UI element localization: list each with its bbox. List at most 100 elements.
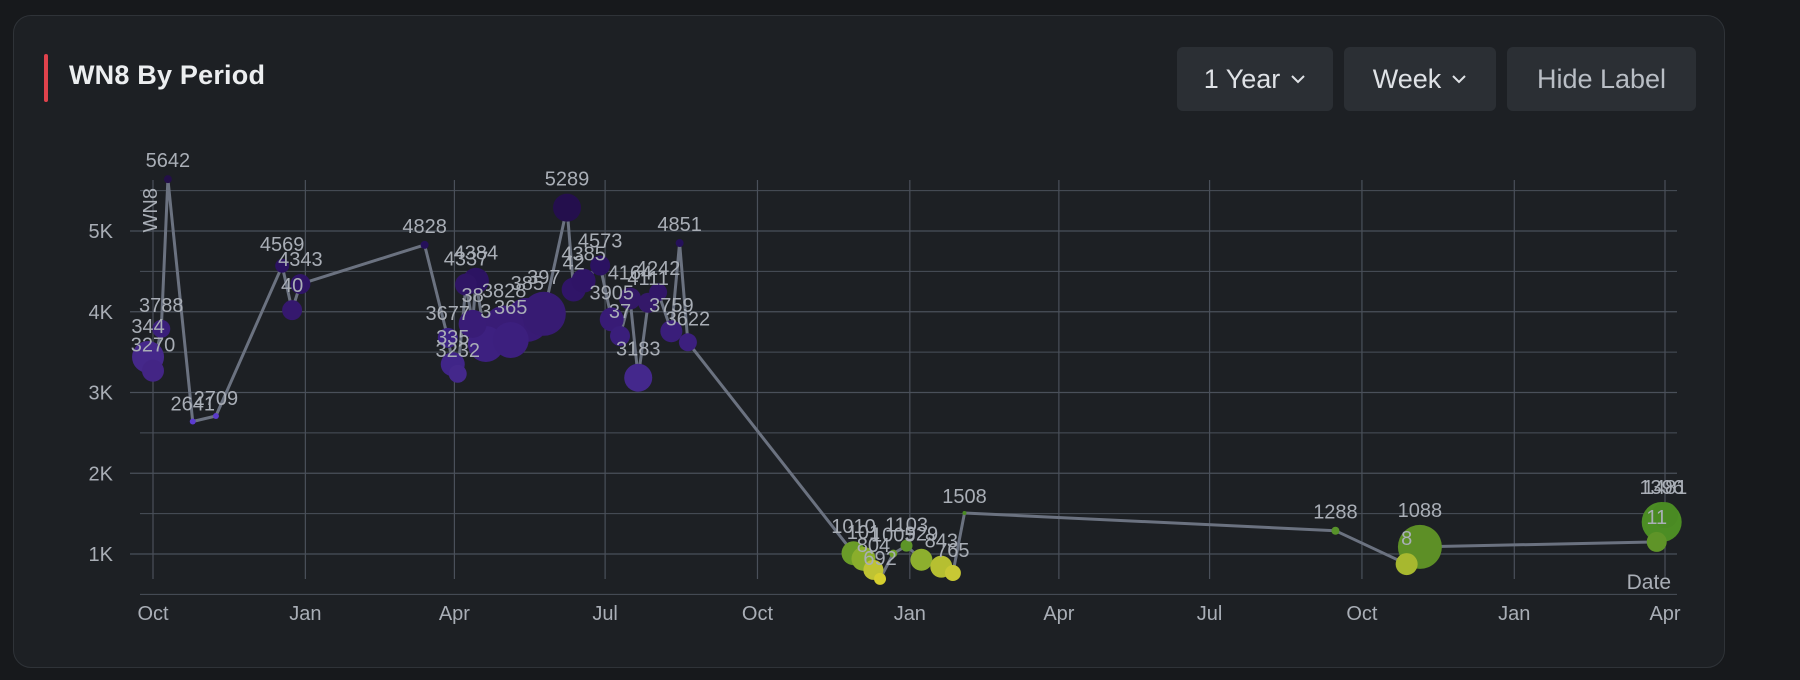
data-label: 1010 xyxy=(831,516,876,538)
title-accent-bar xyxy=(44,54,48,102)
data-point xyxy=(675,239,684,248)
hide-label-button-label: Hide Label xyxy=(1536,63,1667,94)
x-tick-label: Oct xyxy=(137,603,169,625)
data-point xyxy=(163,175,172,184)
data-point xyxy=(212,412,219,419)
x-tick-label: Jan xyxy=(289,603,321,625)
data-point xyxy=(1646,531,1667,552)
x-tick-label: Jan xyxy=(1498,603,1530,625)
x-tick-label: Apr xyxy=(1649,603,1680,625)
data-point xyxy=(290,274,311,295)
data-point xyxy=(275,258,290,273)
data-label: 1288 xyxy=(1313,502,1358,524)
data-label: 3759 xyxy=(649,295,694,317)
data-point xyxy=(492,322,529,359)
data-label: 37 xyxy=(609,301,631,323)
hide-label-button[interactable]: Hide Label xyxy=(1507,47,1696,111)
data-label: 3622 xyxy=(666,308,711,330)
period-dropdown-label: 1 Year xyxy=(1203,63,1281,94)
data-label: 3905 xyxy=(589,282,634,304)
interval-dropdown[interactable]: Week xyxy=(1344,47,1496,111)
data-label: 8 xyxy=(1401,528,1412,550)
data-point xyxy=(599,307,624,332)
chevron-down-icon xyxy=(1291,75,1306,84)
data-label: 3828 xyxy=(482,281,527,303)
data-label: 397 xyxy=(527,267,560,289)
data-label: 843 xyxy=(925,531,958,553)
data-label: 4384 xyxy=(454,243,499,265)
data-label: 385 xyxy=(511,273,544,295)
y-tick-label: 4K xyxy=(89,302,114,324)
data-label: 4851 xyxy=(657,214,702,236)
data-label: 4337 xyxy=(444,249,489,271)
data-label: 4111 xyxy=(627,268,669,290)
y-tick-label: 1K xyxy=(89,544,114,566)
data-point xyxy=(521,291,566,336)
x-tick-label: Jan xyxy=(894,603,926,625)
data-label: 3270 xyxy=(131,335,176,357)
data-point xyxy=(282,300,303,321)
data-label: 1103 xyxy=(885,515,928,537)
data-point xyxy=(624,363,653,392)
data-point xyxy=(590,255,611,276)
data-point xyxy=(189,418,196,425)
x-axis-label: Date xyxy=(1627,571,1671,594)
data-point xyxy=(660,320,683,343)
data-label: 344 xyxy=(131,316,164,338)
x-tick-label: Apr xyxy=(1043,603,1074,625)
data-label: 929 xyxy=(905,524,938,546)
data-point xyxy=(142,359,164,382)
data-point xyxy=(610,325,631,346)
data-point xyxy=(889,549,898,558)
data-label: 1508 xyxy=(942,486,987,508)
data-label: 3183 xyxy=(616,339,661,361)
data-label: 4385 xyxy=(561,244,606,266)
data-point xyxy=(1331,526,1340,535)
data-label: 335 xyxy=(436,327,469,349)
data-point xyxy=(874,572,887,585)
data-point xyxy=(649,283,668,302)
data-label: 3232 xyxy=(435,340,480,362)
data-label: 1005 xyxy=(871,525,916,547)
y-tick-label: 5K xyxy=(89,221,114,243)
data-label: 3 xyxy=(480,301,491,323)
data-point xyxy=(571,268,596,293)
data-label: 42 xyxy=(563,253,585,275)
data-label: 38 xyxy=(461,285,483,307)
data-label: 1088 xyxy=(1398,500,1443,522)
y-tick-label: 3K xyxy=(89,383,114,405)
card-title: WN8 By Period xyxy=(69,60,266,90)
data-point xyxy=(152,319,171,338)
x-tick-label: Oct xyxy=(742,603,774,625)
data-point xyxy=(910,548,933,571)
data-label: 4242 xyxy=(636,258,681,280)
data-point xyxy=(454,273,477,296)
x-tick-label: Oct xyxy=(1346,603,1378,625)
y-tick-label: 2K xyxy=(89,463,114,485)
wn8-chart: 1K 2K 3K 4K 5K Oct Jan Apr Jul Oct Jan Apr Jul Oct Jan… xyxy=(89,150,1688,625)
data-label: 1396 xyxy=(1639,477,1684,499)
y-axis-label: WN8 xyxy=(140,188,162,232)
data-label: 3788 xyxy=(139,295,184,317)
data-label: 3677 xyxy=(426,303,471,325)
data-label: 4164 xyxy=(608,263,653,285)
wn8-by-period-card: WN8 By Period 1 Year Week Hide Label 1K 2… xyxy=(13,15,1725,668)
data-point xyxy=(678,333,697,352)
data-label: 4569 xyxy=(260,234,305,256)
x-tick-label: Jul xyxy=(592,603,618,625)
data-label: 4573 xyxy=(578,230,623,252)
data-point xyxy=(1395,553,1418,576)
data-label: 101 xyxy=(847,522,880,544)
data-point xyxy=(944,564,961,581)
period-dropdown[interactable]: 1 Year xyxy=(1177,47,1333,111)
x-tick-label: Apr xyxy=(439,603,470,625)
data-label: 692 xyxy=(863,548,896,570)
data-label: 2709 xyxy=(194,388,239,410)
data-label: 11 xyxy=(1646,507,1667,529)
data-label: 5642 xyxy=(146,150,191,172)
interval-dropdown-label: Week xyxy=(1372,63,1442,94)
data-point xyxy=(448,364,467,383)
data-label: 4828 xyxy=(402,216,447,238)
data-label: 4343 xyxy=(278,249,323,271)
x-tick-label: Jul xyxy=(1197,603,1223,625)
